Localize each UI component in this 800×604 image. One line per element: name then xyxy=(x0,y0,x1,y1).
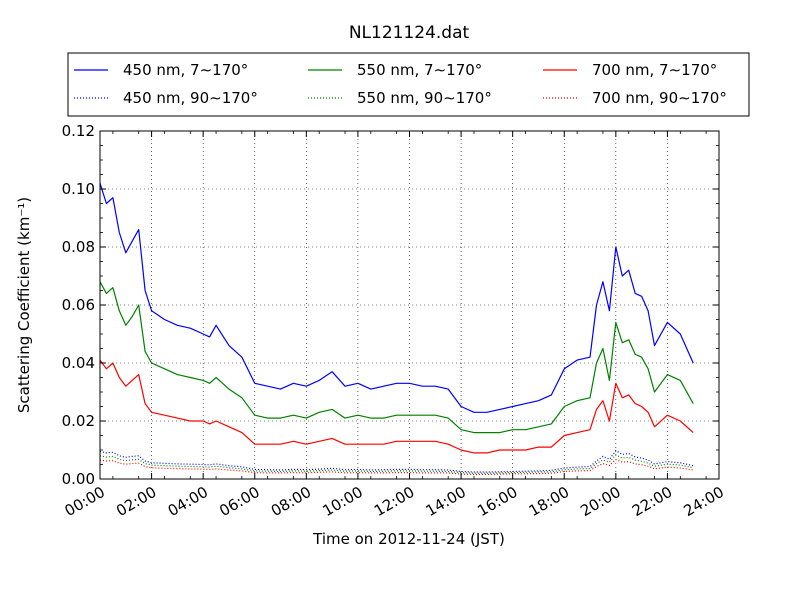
y-tick-label: 0.06 xyxy=(62,296,95,314)
chart-title: NL121124.dat xyxy=(349,23,470,43)
x-tick-label: 04:00 xyxy=(165,483,211,520)
series-line-5 xyxy=(99,459,694,475)
x-tick-label: 16:00 xyxy=(474,483,520,520)
y-tick-label: 0.08 xyxy=(62,238,95,256)
x-tick-label: 08:00 xyxy=(268,483,314,520)
x-tick-label: 02:00 xyxy=(113,483,159,520)
legend-label-5: 700 nm, 90∼170° xyxy=(592,89,727,107)
legend-label-4: 550 nm, 90∼170° xyxy=(357,89,492,107)
series-line-0 xyxy=(99,183,694,413)
x-tick-label: 06:00 xyxy=(216,483,262,520)
x-tick-label: 00:00 xyxy=(62,483,108,520)
x-axis-label: Time on 2012-11-24 (JST) xyxy=(312,530,505,548)
series-layer xyxy=(99,183,694,475)
y-tick-label: 0.04 xyxy=(62,354,95,372)
x-tick-label: 18:00 xyxy=(526,483,572,520)
x-tick-label: 12:00 xyxy=(371,483,417,520)
series-line-1 xyxy=(99,281,694,434)
legend-label-1: 550 nm, 7∼170° xyxy=(357,61,482,79)
x-tick-label: 10:00 xyxy=(319,483,365,520)
y-tick-label: 0.02 xyxy=(62,412,95,430)
y-tick-label: 0.10 xyxy=(62,180,95,198)
legend-label-3: 450 nm, 90∼170° xyxy=(123,89,258,107)
series-line-4 xyxy=(99,454,694,474)
legend-label-0: 450 nm, 7∼170° xyxy=(123,61,248,79)
y-tick-label: 0.00 xyxy=(62,470,95,488)
series-line-3 xyxy=(99,450,694,473)
y-tick-label: 0.12 xyxy=(62,122,95,140)
x-tick-label: 22:00 xyxy=(629,483,675,520)
legend: 450 nm, 7∼170° 550 nm, 7∼170° 700 nm, 7∼17… xyxy=(67,52,750,117)
x-tick-label: 24:00 xyxy=(681,483,727,520)
x-tick-label: 20:00 xyxy=(577,483,623,520)
series-line-2 xyxy=(99,359,694,454)
legend-box xyxy=(67,52,750,117)
y-axis-label: Scattering Coefficient (km⁻¹) xyxy=(15,197,33,413)
x-tick-label: 14:00 xyxy=(423,483,469,520)
legend-label-2: 700 nm, 7∼170° xyxy=(592,61,717,79)
